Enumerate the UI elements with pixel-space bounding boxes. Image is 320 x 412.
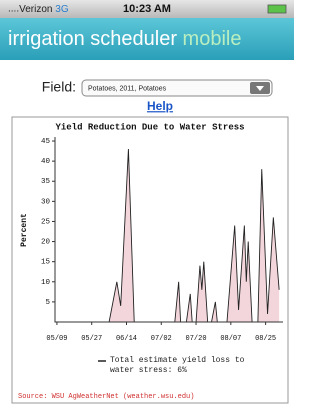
y-tick-label: 25 <box>41 218 51 226</box>
y-tick-label: 45 <box>41 138 51 146</box>
y-tick-label: 10 <box>41 279 51 287</box>
app-title: irrigation scheduler mobile <box>8 28 241 50</box>
field-select[interactable]: Potatoes, 2011, Potatoes <box>82 80 272 96</box>
field-label: Field: <box>42 79 76 95</box>
carrier-name: Verizon <box>19 4 52 15</box>
y-axis-label: Percent <box>20 213 29 247</box>
chart-title: Yield Reduction Due to Water Stress <box>55 122 244 132</box>
y-tick-label: 15 <box>41 259 51 267</box>
x-tick-label: 07/02 <box>151 335 172 343</box>
x-tick-label: 07/20 <box>186 335 207 343</box>
time: 10:23 AM <box>123 3 171 15</box>
battery <box>268 5 286 13</box>
legend-label: Total estimate yield loss to water stres… <box>110 356 244 375</box>
x-tick-label: 05/27 <box>81 335 102 343</box>
app-title-suffix: mobile <box>183 28 242 50</box>
y-tick-label: 35 <box>41 178 51 186</box>
x-tick-label: 05/09 <box>46 335 67 343</box>
y-tick-label: 20 <box>41 239 51 247</box>
page: ....Verizon 3G 10:23 AM irrigation sched… <box>0 0 294 412</box>
screen: ....Verizon 3G 10:23 AM irrigation sched… <box>0 0 294 412</box>
x-tick-label: 08/07 <box>220 335 241 343</box>
network: 3G <box>55 4 69 15</box>
y-tick-label: 30 <box>41 198 51 206</box>
carrier: ....Verizon 3G <box>8 4 69 15</box>
x-tick-label: 08/25 <box>255 335 276 343</box>
y-tick-label: 40 <box>41 158 51 166</box>
y-tick-label: 5 <box>45 299 50 307</box>
legend: Total estimate yield loss to water stres… <box>110 356 250 376</box>
x-tick-label: 06/14 <box>116 335 137 343</box>
help-link[interactable]: Help <box>147 99 173 113</box>
source: Source: WSU AgWeatherNet (weather.wsu.ed… <box>18 393 194 401</box>
app-title-main: irrigation scheduler <box>8 28 177 50</box>
select-value[interactable]: Potatoes, 2011, Potatoes <box>88 85 167 92</box>
